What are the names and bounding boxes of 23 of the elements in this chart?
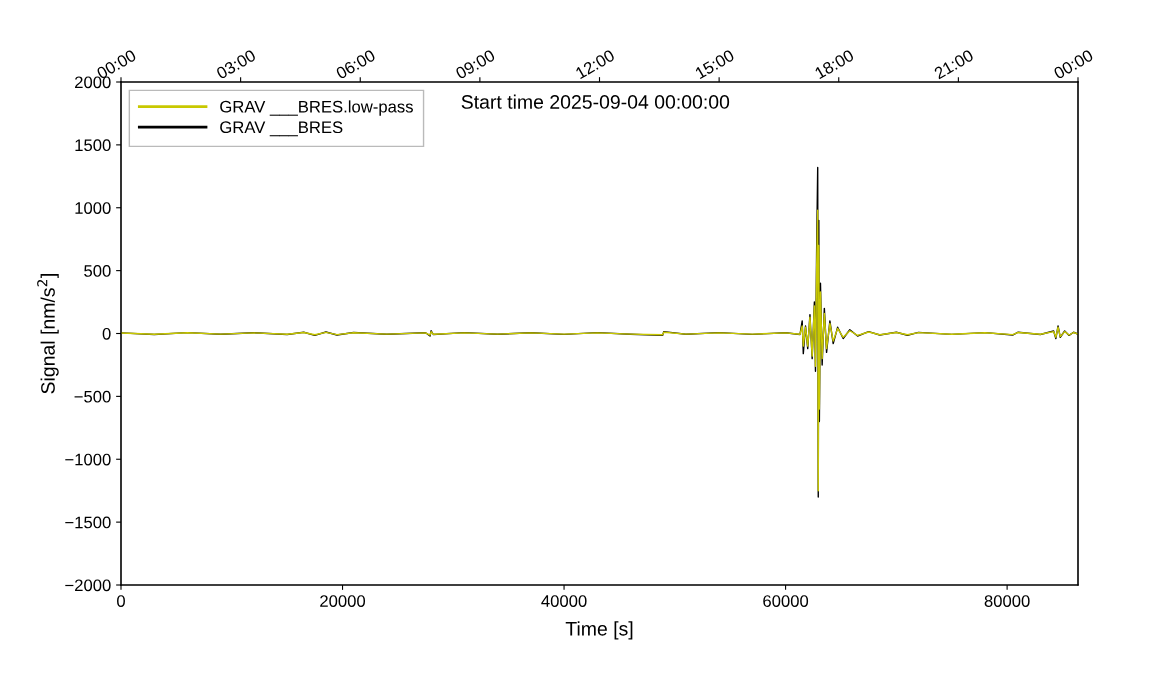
y-axis-title: Signal [nm/s$^{2}$] <box>37 274 59 394</box>
x2-tick-label: 06:00 <box>335 49 377 80</box>
x-tick-label: 0 <box>117 595 125 607</box>
x-axis-title: Time [s] <box>565 621 633 640</box>
y-tick-label: −1000 <box>65 453 111 466</box>
y-tick-label: −1500 <box>65 516 111 529</box>
y-tick-label: 2000 <box>75 76 111 89</box>
annotation: Start time 2025-09-04 00:00:00 <box>461 94 730 109</box>
x-tick-label: 40000 <box>541 595 587 607</box>
legend-label: GRAV ___BRES.low-pass <box>220 100 413 116</box>
y-tick-label: −2000 <box>65 579 111 592</box>
y-tick-label: 0 <box>102 327 111 340</box>
x2-tick-label: 09:00 <box>454 49 496 80</box>
x-tick-label: 80000 <box>984 595 1030 607</box>
y-tick-label: 1000 <box>75 202 111 214</box>
x2-tick-label: 03:00 <box>215 49 257 80</box>
x2-tick-label: 00:00 <box>1052 49 1094 80</box>
y-tick-label: 500 <box>84 265 111 277</box>
x-tick-label: 60000 <box>763 595 809 607</box>
legend-label: GRAV ___BRES <box>220 121 343 137</box>
y-tick-label: 1500 <box>75 139 111 152</box>
x-tick-label: 20000 <box>320 595 366 607</box>
y-tick-label: −500 <box>74 390 111 403</box>
